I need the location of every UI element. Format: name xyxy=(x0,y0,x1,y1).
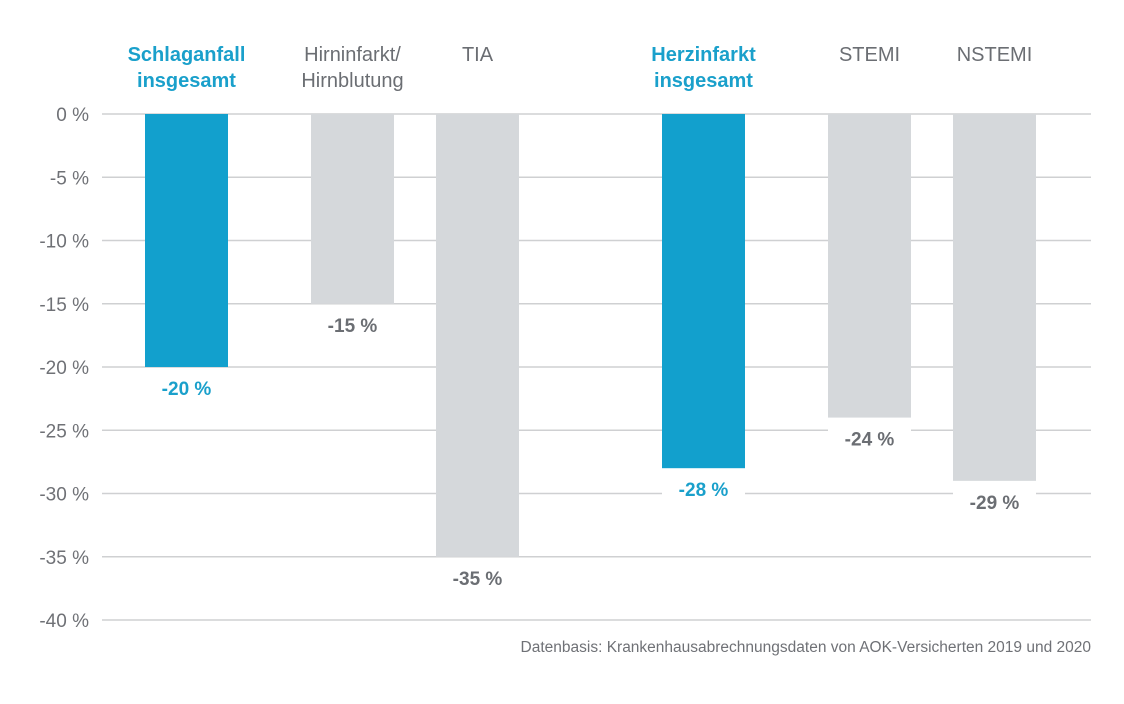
y-tick-label: 0 % xyxy=(56,105,89,126)
y-tick-label: -15 % xyxy=(39,295,89,316)
category-label: NSTEMI xyxy=(957,44,1033,66)
y-tick-label: -30 % xyxy=(39,485,89,506)
category-label: Hirnblutung xyxy=(301,70,403,92)
category-label: TIA xyxy=(462,44,494,66)
bar xyxy=(436,114,519,557)
data-label-background xyxy=(145,368,228,404)
y-tick-label: -40 % xyxy=(39,611,89,632)
source-note: Datenbasis: Krankenhausabrechnungsdaten … xyxy=(520,639,1091,656)
y-tick-label: -20 % xyxy=(39,358,89,379)
data-label: -35 % xyxy=(453,569,503,590)
category-label: Schlaganfall xyxy=(128,44,246,66)
bars xyxy=(145,114,1036,557)
y-axis-ticks: 0 % -5 % -10 % -15 % -20 % -25 % -30 % -35 % -40… xyxy=(39,105,89,632)
bar xyxy=(828,114,911,418)
bar xyxy=(953,114,1036,481)
data-label-background xyxy=(436,557,519,594)
data-label-background xyxy=(953,481,1036,518)
y-tick-label: -5 % xyxy=(50,168,89,189)
bar xyxy=(662,114,745,469)
y-tick-label: -25 % xyxy=(39,421,89,442)
category-label: Herzinfarkt xyxy=(651,44,756,66)
category-labels: Schlaganfall insgesamt Hirninfarkt/Hirnblu… xyxy=(128,44,1033,92)
category-label: insgesamt xyxy=(654,70,753,92)
data-labels: -20 % -15 % -35 % -28 % -24 % -29 % xyxy=(145,304,1036,594)
bar xyxy=(145,114,228,367)
data-label-background xyxy=(662,469,745,506)
data-label: -24 % xyxy=(845,430,895,451)
y-tick-label: -35 % xyxy=(39,548,89,569)
data-label: -29 % xyxy=(970,493,1020,514)
data-label-background xyxy=(311,304,394,341)
y-tick-label: -10 % xyxy=(39,232,89,253)
bar xyxy=(311,114,394,304)
category-label: Hirninfarkt/ xyxy=(304,44,401,66)
gridlines xyxy=(102,113,1091,621)
data-label: -15 % xyxy=(328,316,378,337)
data-label: -20 % xyxy=(162,379,212,400)
data-label: -28 % xyxy=(679,480,729,501)
data-label-background xyxy=(828,418,911,455)
category-label: STEMI xyxy=(839,44,900,66)
category-label: insgesamt xyxy=(137,70,236,92)
